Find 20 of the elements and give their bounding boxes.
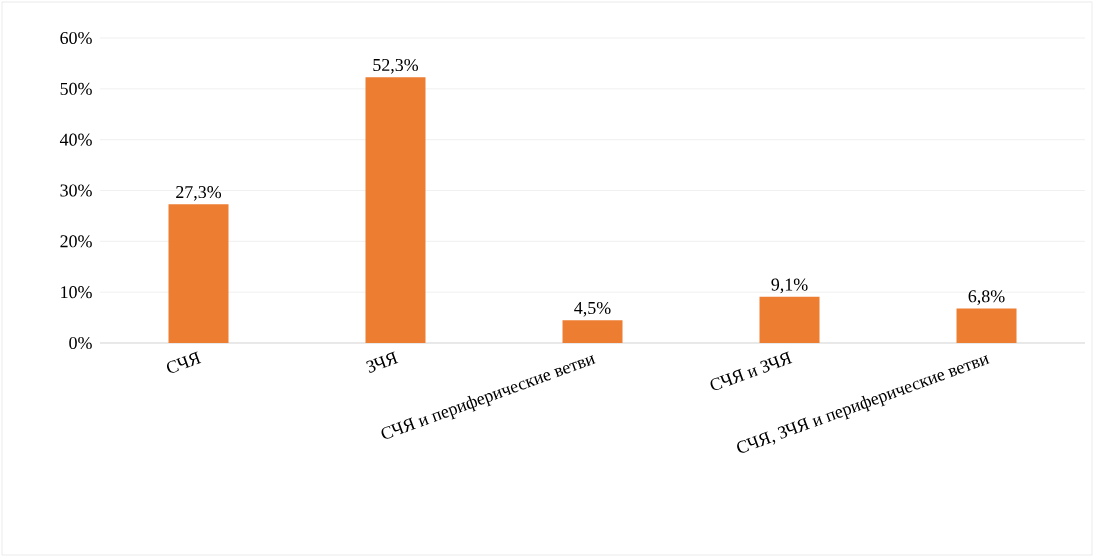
y-tick-label: 10% [61,286,92,299]
bar [759,296,820,343]
y-tick-label: 60% [60,31,92,45]
bar [168,204,229,343]
data-label: 9,1% [771,278,808,294]
bar [562,320,623,343]
data-label: 27,3% [176,186,222,201]
data-label: 6,8% [968,290,1005,305]
bar [365,77,426,343]
data-label: 4,5% [574,301,611,317]
data-label: 52,3% [373,58,419,74]
y-tick-label: 20% [60,235,92,248]
y-tick-label: 50% [60,82,92,95]
x-tick-label: СЧЯ [166,351,202,373]
bar [956,308,1017,343]
y-tick-label: 40% [59,133,92,146]
y-tick-label: 0% [69,336,92,350]
x-tick-label: СЧЯ и ЗЧЯ [710,351,793,391]
y-tick-label: 30% [60,184,92,197]
x-tick-label: ЗЧЯ [366,351,399,373]
